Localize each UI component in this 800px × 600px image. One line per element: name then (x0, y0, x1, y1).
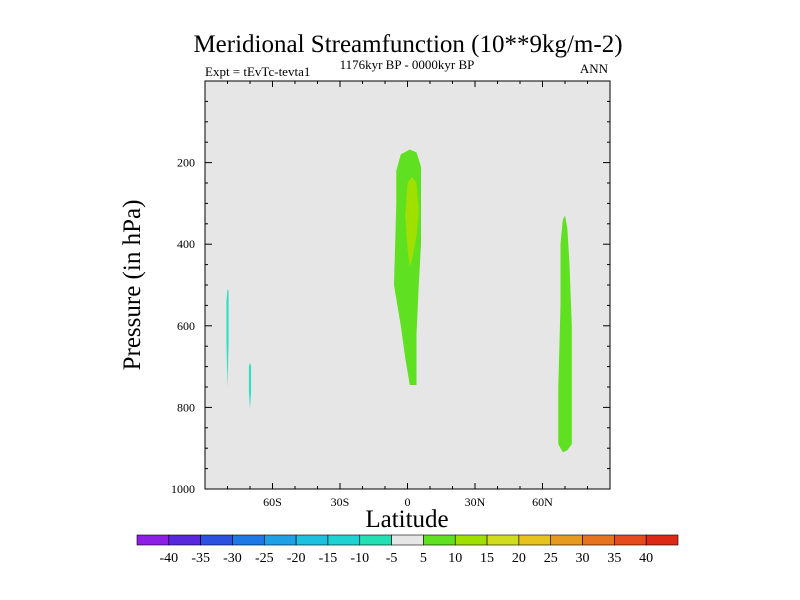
contour-nh-highlat-cell (558, 215, 572, 453)
experiment-label: Expt = tEvTc-tevta1 (205, 64, 310, 79)
x-tick-label: 0 (405, 495, 411, 509)
contour-sh-highlat-sliver-1 (226, 289, 229, 387)
y-tick-label: 1000 (171, 482, 195, 496)
colorbar-label: 10 (448, 551, 462, 566)
colorbar-label: -40 (159, 551, 178, 566)
y-axis-ticks: 200 400 600 800 1000 (171, 156, 610, 496)
colorbar-swatch (518, 534, 552, 546)
minor-ticks (205, 81, 610, 489)
colorbar-swatch (327, 534, 361, 546)
colorbar-label: -20 (287, 551, 306, 566)
colorbar-label: 5 (420, 551, 427, 566)
colorbar-swatch (263, 534, 297, 546)
colorbar-label: 35 (607, 551, 621, 566)
x-axis-ticks: 60S 30S 0 30N 60N (263, 81, 553, 509)
colorbar-label: 25 (544, 551, 558, 566)
colorbar-swatch (295, 534, 329, 546)
x-axis-label: Latitude (365, 506, 448, 533)
contour-nh-tropical-core (405, 176, 419, 267)
y-tick-label: 200 (177, 156, 195, 170)
colorbar-swatch (359, 534, 392, 546)
contour-regions (226, 149, 572, 453)
colorbar-swatch (486, 534, 520, 546)
colorbar-label: -25 (255, 551, 274, 566)
colorbar-label: -5 (386, 551, 398, 566)
colorbar-swatch (454, 534, 488, 546)
chart-subtitle: 1176kyr BP - 0000kyr BP (340, 57, 475, 72)
x-tick-label: 60S (263, 495, 282, 509)
colorbar-swatch (232, 534, 265, 546)
colorbar-swatch (645, 534, 679, 546)
colorbar-swatch (582, 534, 615, 546)
x-tick-label: 30N (465, 495, 486, 509)
colorbar-label: 30 (576, 551, 590, 566)
colorbar-swatch (168, 534, 201, 546)
y-tick-label: 600 (177, 319, 195, 333)
colorbar-label: 15 (480, 551, 494, 566)
colorbar-swatch (200, 534, 233, 546)
colorbar-swatch (136, 534, 170, 546)
colorbar-swatch (550, 534, 583, 546)
colorbar-label: -15 (319, 551, 338, 566)
y-tick-label: 400 (177, 237, 195, 251)
chart-title: Meridional Streamfunction (10**9kg/m-2) (193, 31, 622, 58)
x-tick-label: 60N (532, 495, 553, 509)
y-tick-label: 800 (177, 400, 195, 414)
colorbar-label: -10 (350, 551, 369, 566)
y-axis-label: Pressure (in hPa) (119, 200, 146, 371)
colorbar-label: 40 (639, 551, 653, 566)
colorbar: -40 -35 -30 -25 -20 -15 -10 -5 5 10 15 20 25 30 35 40 (136, 534, 679, 566)
colorbar-swatch (614, 534, 647, 546)
season-label: ANN (580, 61, 609, 76)
colorbar-label: -30 (223, 551, 242, 566)
colorbar-label: 20 (512, 551, 526, 566)
x-tick-label: 30S (331, 495, 350, 509)
contour-sh-highlat-sliver-2 (248, 362, 252, 410)
colorbar-label: -35 (191, 551, 210, 566)
colorbar-swatch (423, 534, 456, 546)
colorbar-swatch (391, 534, 424, 546)
